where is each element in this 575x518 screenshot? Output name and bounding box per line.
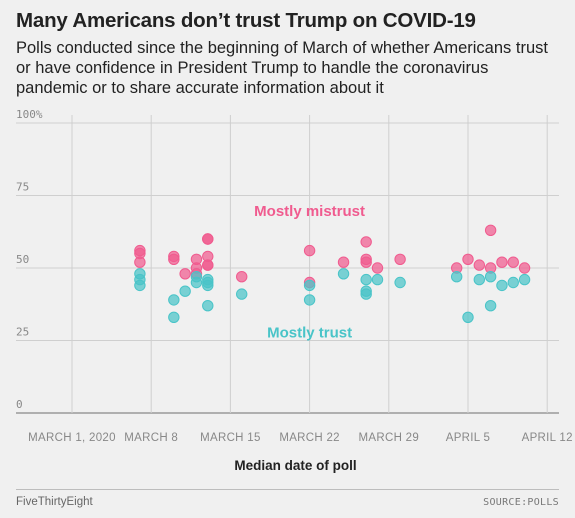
trust-point bbox=[394, 276, 406, 289]
mistrust-point bbox=[303, 244, 316, 257]
mistrust-point bbox=[473, 259, 486, 271]
y-tick-label: 100% bbox=[16, 108, 43, 121]
trust-point bbox=[371, 273, 384, 286]
mistrust-annotation: Mostly mistrust bbox=[254, 203, 365, 220]
mistrust-point bbox=[496, 256, 508, 268]
y-tick-label: 25 bbox=[16, 326, 29, 339]
mistrust-point bbox=[179, 268, 191, 280]
grid-lines bbox=[16, 115, 559, 414]
trust-point bbox=[168, 311, 180, 323]
mistrust-point bbox=[168, 253, 180, 265]
trust-point bbox=[134, 279, 146, 292]
trust-point bbox=[462, 311, 474, 323]
y-tick-label: 50 bbox=[16, 253, 29, 266]
trust-point bbox=[190, 276, 203, 289]
footer-divider bbox=[16, 489, 559, 490]
mistrust-point bbox=[484, 224, 497, 237]
trust-point bbox=[168, 294, 180, 306]
y-tick-label: 75 bbox=[16, 181, 29, 194]
y-axis-ticks: 0 25 50 75 100% bbox=[16, 108, 43, 411]
brand-label: FiveThirtyEight bbox=[16, 496, 93, 508]
x-tick-label: MARCH 8 bbox=[124, 432, 178, 444]
trust-point bbox=[360, 273, 372, 286]
trust-point bbox=[450, 271, 463, 283]
mistrust-point bbox=[360, 256, 372, 268]
scatter-chart: 0 25 50 75 100% MARCH 1, 2020 MARCH 8 MARCH 15… bbox=[16, 108, 573, 473]
source-label: SOURCE:POLLS bbox=[483, 497, 559, 508]
trust-point bbox=[303, 279, 316, 292]
x-axis-ticks: MARCH 1, 2020 MARCH 8 MARCH 15 MARCH 22 MARC… bbox=[28, 432, 573, 444]
mistrust-point bbox=[462, 253, 474, 265]
trust-point bbox=[337, 268, 350, 280]
trust-point bbox=[484, 300, 497, 312]
trust-annotation: Mostly trust bbox=[267, 325, 352, 342]
x-tick-label: APRIL 5 bbox=[446, 432, 491, 444]
annotations: Mostly mistrust Mostly trust bbox=[254, 203, 365, 342]
mistrust-point bbox=[394, 253, 406, 265]
x-tick-label: APRIL 12 bbox=[522, 432, 573, 444]
trust-point bbox=[202, 300, 214, 312]
mistrust-point bbox=[360, 236, 372, 248]
trust-point bbox=[518, 273, 531, 286]
trust-point bbox=[473, 273, 486, 286]
x-tick-label: MARCH 29 bbox=[359, 432, 420, 444]
x-axis-title: Median date of poll bbox=[234, 458, 356, 473]
x-tick-label: MARCH 15 bbox=[200, 432, 261, 444]
mistrust-point bbox=[202, 259, 214, 271]
chart-subtitle: Polls conducted since the beginning of M… bbox=[16, 39, 548, 97]
trust-point bbox=[202, 279, 214, 292]
mistrust-point bbox=[518, 262, 531, 274]
mistrust-point bbox=[134, 256, 146, 268]
trust-point bbox=[236, 288, 248, 300]
mistrust-point bbox=[202, 233, 214, 245]
trust-point bbox=[507, 276, 519, 289]
mistrust-point bbox=[337, 256, 350, 268]
data-points bbox=[134, 224, 531, 323]
trust-point bbox=[179, 285, 191, 297]
mistrust-point bbox=[371, 262, 384, 274]
trust-point bbox=[484, 271, 497, 283]
mistrust-point bbox=[236, 271, 248, 283]
x-tick-label: MARCH 1, 2020 bbox=[28, 432, 116, 444]
trust-point bbox=[303, 294, 316, 306]
chart-title: Many Americans don’t trust Trump on COVI… bbox=[16, 9, 476, 32]
trust-point bbox=[360, 288, 372, 300]
trust-point bbox=[496, 279, 508, 292]
mistrust-point bbox=[507, 256, 519, 268]
x-tick-label: MARCH 22 bbox=[279, 432, 340, 444]
y-tick-label: 0 bbox=[16, 398, 23, 411]
